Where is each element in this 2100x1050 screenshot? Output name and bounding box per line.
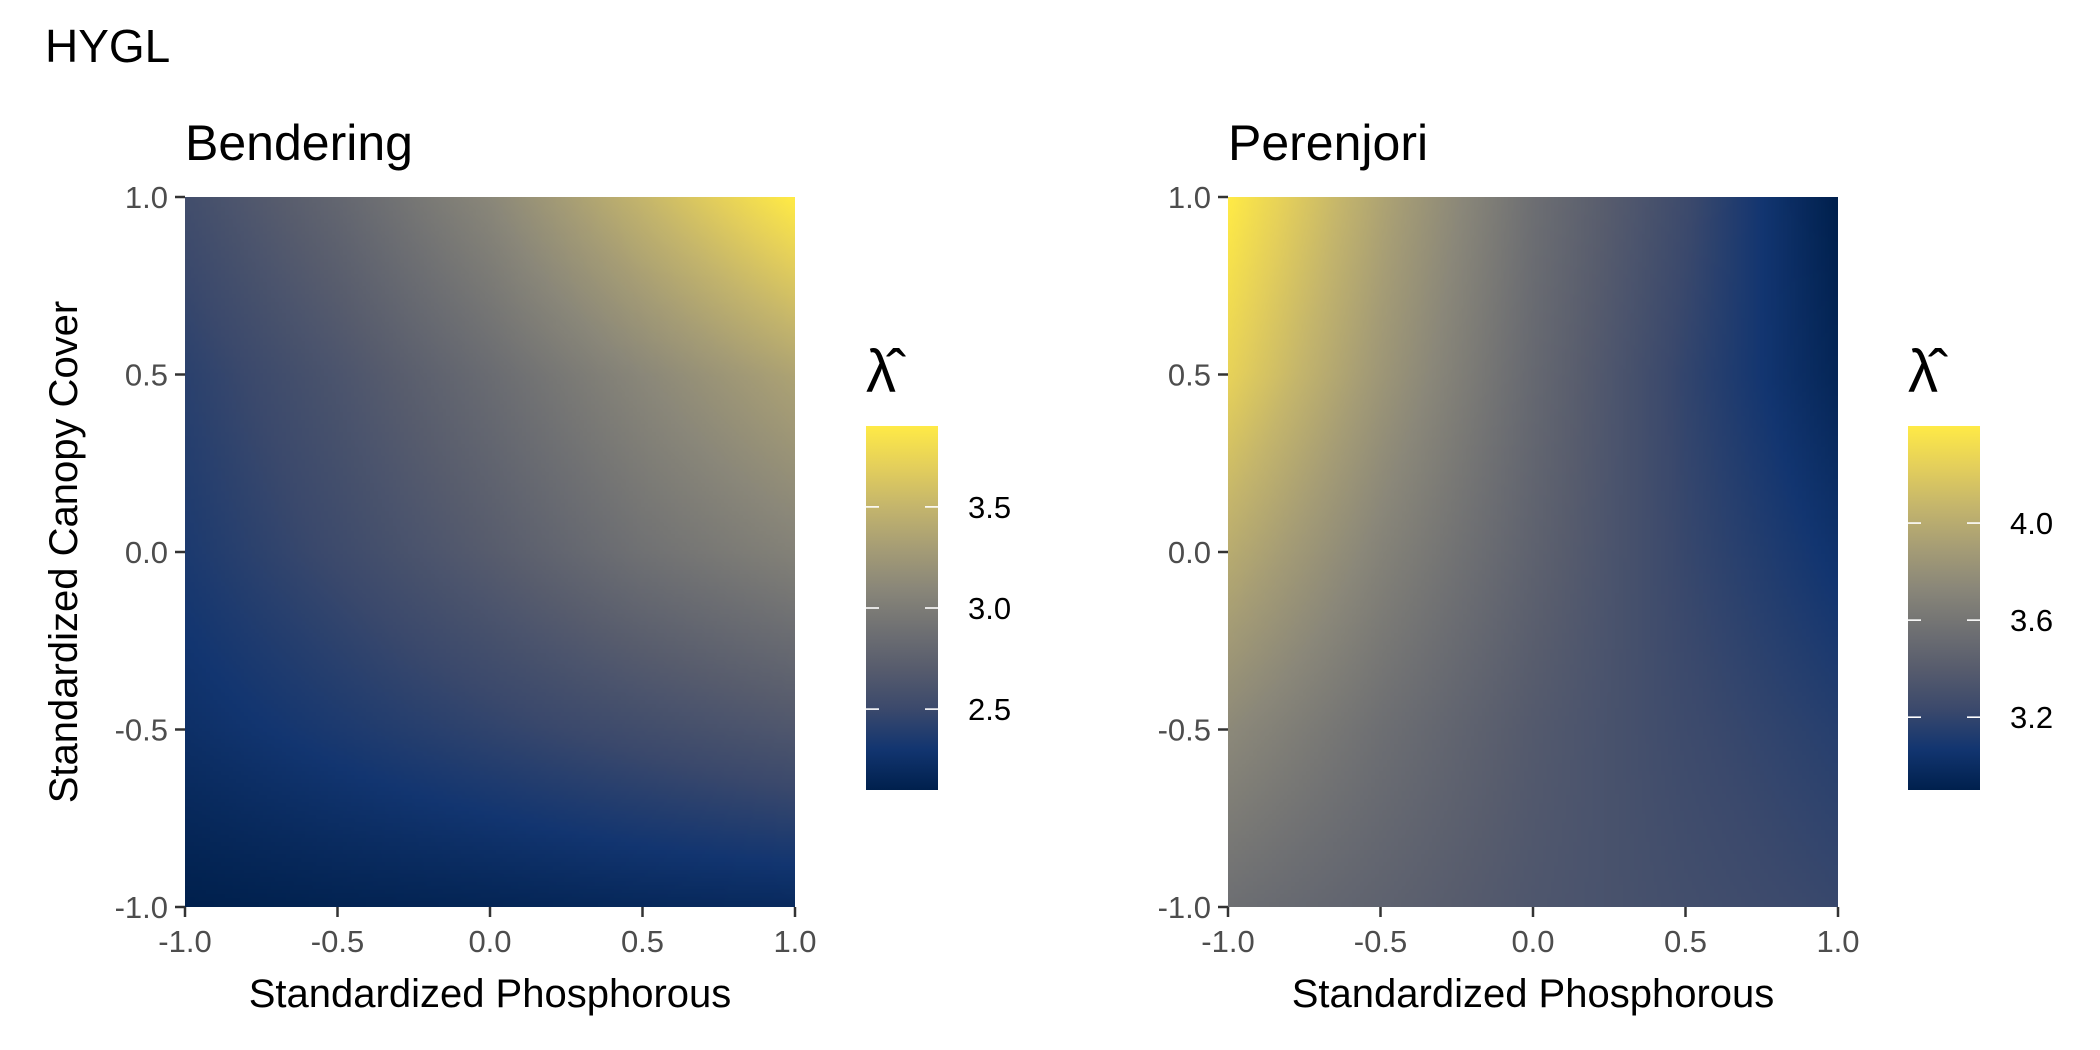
- y-axis-title: Standardized Canopy Cover: [42, 301, 86, 804]
- y-tick-label: 1.0: [125, 180, 168, 215]
- legend-colorbar: λ̂ 3.5 3.0 2.5: [866, 338, 1011, 790]
- legend-tick-label: 3.6: [2010, 603, 2053, 638]
- x-axis-title: Standardized Phosphorous: [1292, 972, 1775, 1016]
- y-tick-label: -0.5: [1158, 713, 1211, 748]
- x-tick-label: 1.0: [1816, 924, 1859, 959]
- panel-title: Bendering: [185, 115, 413, 171]
- y-tick-label: 0.0: [1168, 535, 1211, 570]
- x-tick-label: 0.5: [1664, 924, 1707, 959]
- x-tick-label: 0.0: [468, 924, 511, 959]
- y-tick-label: 0.5: [1168, 358, 1211, 393]
- legend-tick-label: 2.5: [968, 692, 1011, 727]
- legend-title: λ̂: [866, 338, 906, 405]
- legend-title: λ̂: [1908, 338, 1948, 405]
- y-tick-label: -1.0: [115, 890, 168, 925]
- x-tick-label: -0.5: [1354, 924, 1407, 959]
- legend-gradient-bar: [1908, 426, 1980, 790]
- legend-tick-label: 4.0: [2010, 506, 2053, 541]
- x-axis-title: Standardized Phosphorous: [249, 972, 732, 1016]
- legend-colorbar: λ̂ 4.0 3.6 3.2: [1908, 338, 2053, 790]
- legend-tick-label: 3.5: [968, 490, 1011, 525]
- heatmap-surface: [185, 197, 795, 907]
- y-tick-label: -0.5: [115, 713, 168, 748]
- x-tick-label: 1.0: [773, 924, 816, 959]
- heatmap-surface: [1228, 197, 1838, 907]
- y-tick-label: -1.0: [1158, 890, 1211, 925]
- panel-perenjori: Perenjori -1.0 -0.5 0.0 0.5 1.0 1.0 0.5 0.0 -0.5 -…: [1158, 115, 2054, 1016]
- x-tick-label: 0.0: [1511, 924, 1554, 959]
- y-tick-label: 1.0: [1168, 180, 1211, 215]
- x-tick-label: -1.0: [158, 924, 211, 959]
- legend-tick-label: 3.2: [2010, 700, 2053, 735]
- figure-title: HYGL: [45, 20, 170, 72]
- panel-title: Perenjori: [1228, 115, 1428, 171]
- x-tick-label: -0.5: [311, 924, 364, 959]
- panel-bendering: Bendering -1.0 -0.5 0.0 0.5 1.0 1.0 0.5 0.0 -0.5 -…: [42, 115, 1011, 1016]
- x-tick-label: -1.0: [1201, 924, 1254, 959]
- legend-tick-label: 3.0: [968, 591, 1011, 626]
- y-tick-label: 0.0: [125, 535, 168, 570]
- x-tick-label: 0.5: [621, 924, 664, 959]
- y-tick-label: 0.5: [125, 358, 168, 393]
